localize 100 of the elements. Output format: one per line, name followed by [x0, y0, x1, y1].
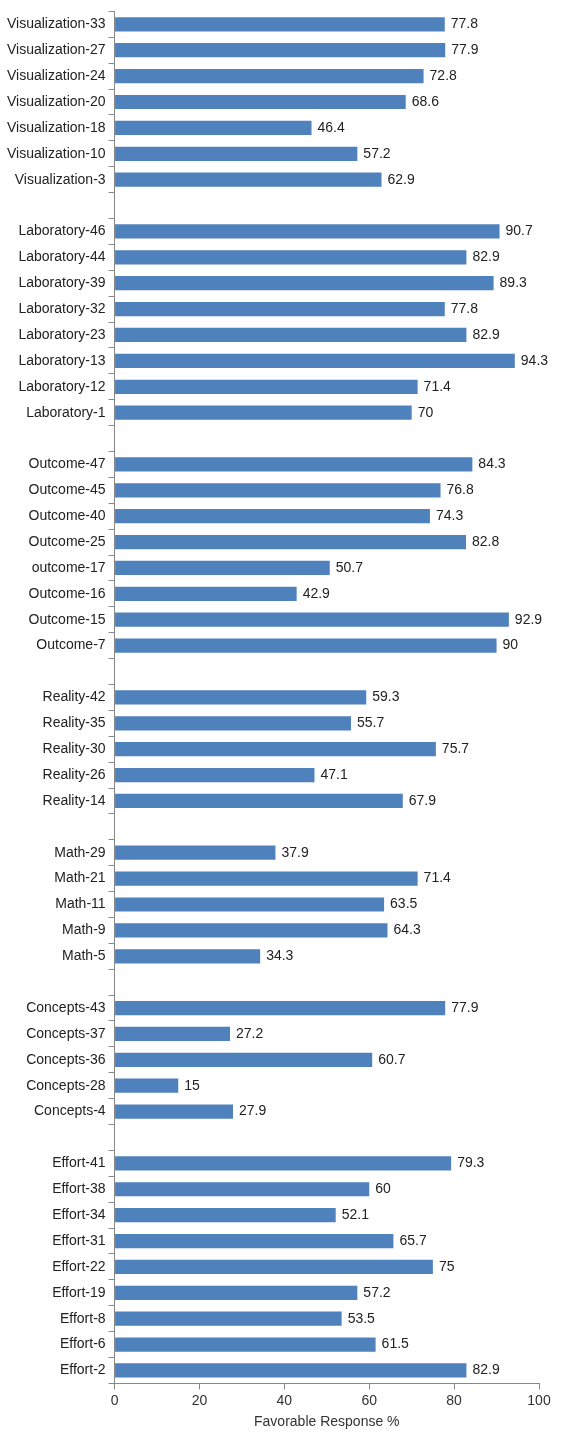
data-label: 82.9	[472, 248, 500, 265]
bar	[115, 69, 424, 84]
y-tick-label: Effort-31	[52, 1231, 106, 1248]
data-label: 42.9	[302, 584, 331, 601]
data-label: 82.9	[472, 1361, 500, 1378]
y-tick-label: Effort-41	[52, 1154, 106, 1171]
data-label: 72.8	[429, 66, 458, 83]
bar	[115, 94, 406, 110]
y-tick-label: Effort-34	[52, 1206, 106, 1222]
y-tick-label: Laboratory-1	[26, 403, 106, 420]
bar	[115, 742, 436, 757]
data-label: 27.2	[236, 1024, 264, 1041]
y-tick-label: Effort-38	[52, 1180, 106, 1197]
y-tick-label: Visualization-33	[6, 15, 106, 32]
y-tick-label: Laboratory-46	[18, 222, 106, 239]
y-tick-label: Effort-22	[52, 1257, 106, 1274]
data-label: 52.1	[341, 1206, 370, 1222]
y-tick-label: Effort-19	[52, 1283, 106, 1300]
bar	[115, 586, 297, 601]
bar	[115, 1233, 394, 1249]
y-tick-label: Visualization-20	[6, 92, 106, 109]
y-tick-label: Math-5	[62, 947, 106, 964]
bar	[115, 1259, 433, 1275]
bar	[115, 923, 388, 938]
y-tick-label: Outcome-45	[28, 481, 106, 498]
y-tick-label: Math-21	[54, 869, 106, 886]
bar	[115, 1285, 358, 1300]
bar	[115, 1363, 467, 1378]
bar	[115, 353, 515, 368]
bar	[115, 224, 500, 239]
y-tick-label: Effort-8	[59, 1309, 106, 1326]
data-label: 75.7	[441, 740, 470, 757]
y-tick-label: Concepts-28	[26, 1076, 106, 1093]
y-tick-label: Outcome-15	[28, 610, 106, 627]
data-label: 55.7	[356, 714, 385, 731]
bar	[115, 716, 351, 731]
y-tick-label: Visualization-10	[6, 144, 106, 161]
y-tick-label: Concepts-43	[26, 998, 106, 1015]
x-tick-label: 100	[527, 1391, 551, 1408]
data-label: 60.7	[378, 1050, 406, 1067]
y-tick-label: Outcome-40	[28, 507, 106, 524]
y-tick-label: Reality-42	[42, 688, 106, 705]
data-label: 74.3	[435, 507, 464, 524]
y-tick-label: Visualization-3	[14, 170, 106, 187]
bar	[115, 301, 445, 317]
data-label: 75	[438, 1257, 455, 1274]
bar	[115, 1182, 370, 1197]
y-tick-label: Reality-35	[42, 714, 106, 731]
bar	[115, 1026, 231, 1042]
bar	[115, 483, 441, 498]
bar	[115, 120, 312, 136]
x-tick-label: 60	[361, 1391, 378, 1408]
data-label: 60	[375, 1180, 392, 1197]
bar	[115, 612, 509, 627]
y-tick-label: Concepts-36	[26, 1050, 106, 1067]
y-tick-label: Laboratory-39	[18, 274, 106, 291]
data-label: 65.7	[399, 1231, 427, 1248]
bar	[115, 1156, 452, 1171]
y-tick-label: Laboratory-23	[18, 325, 106, 342]
bar	[115, 276, 494, 291]
bar	[115, 1104, 233, 1119]
bar	[115, 534, 466, 550]
data-label: 77.9	[451, 41, 479, 58]
bar	[115, 897, 385, 912]
data-label: 50.7	[335, 558, 364, 575]
bar	[115, 767, 315, 783]
data-label: 62.9	[387, 170, 415, 187]
data-label: 70	[417, 403, 434, 420]
data-label: 84.3	[478, 455, 506, 472]
y-tick-label: Reality-30	[42, 740, 106, 757]
bar	[115, 17, 445, 32]
data-label: 37.9	[281, 843, 309, 860]
bar	[115, 1337, 376, 1352]
data-label: 90	[502, 636, 519, 653]
bar	[115, 509, 430, 524]
bar	[115, 871, 418, 886]
data-label: 89.3	[499, 274, 528, 291]
data-label: 15	[184, 1076, 201, 1093]
bar	[115, 1000, 446, 1016]
y-tick-label: Outcome-25	[28, 532, 106, 549]
data-label: 63.5	[390, 895, 418, 912]
bar	[115, 43, 446, 58]
y-tick-label: Visualization-27	[6, 41, 106, 58]
bar	[115, 327, 467, 343]
x-tick-label: 20	[191, 1391, 208, 1408]
data-label: 71.4	[423, 869, 452, 886]
y-tick-label: Outcome-16	[28, 584, 106, 601]
x-tick-label: 40	[276, 1391, 293, 1408]
bar	[115, 405, 412, 420]
data-label: 90.7	[505, 222, 533, 239]
y-tick-label: Math-29	[54, 843, 106, 860]
data-label: 94.3	[520, 351, 549, 368]
y-tick-label: Concepts-4	[33, 1102, 106, 1119]
bar	[115, 793, 403, 809]
data-label: 57.2	[363, 1283, 391, 1300]
y-tick-label: Laboratory-13	[18, 351, 106, 368]
y-tick-label: Effort-2	[59, 1361, 106, 1378]
data-label: 77.8	[450, 299, 479, 316]
data-label: 82.8	[472, 532, 500, 549]
data-label: 82.9	[472, 325, 500, 342]
